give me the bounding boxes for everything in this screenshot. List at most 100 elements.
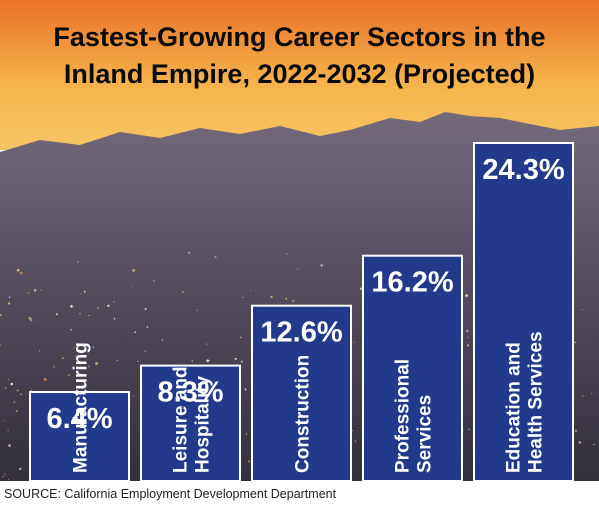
city-light	[2, 476, 4, 478]
city-light	[206, 359, 210, 363]
city-light	[244, 388, 247, 391]
city-light	[107, 304, 110, 308]
city-light	[8, 296, 11, 298]
city-light	[7, 429, 9, 432]
bar-category-label-line: Health Services	[526, 331, 547, 473]
city-light	[574, 341, 577, 344]
city-light	[241, 296, 244, 299]
city-light	[95, 362, 98, 365]
city-light	[70, 329, 72, 331]
bar	[362, 254, 463, 482]
city-light	[10, 382, 14, 386]
city-light	[250, 290, 252, 292]
city-light	[15, 409, 18, 413]
source-strip	[0, 481, 599, 508]
city-light	[43, 378, 47, 381]
city-light	[4, 387, 7, 389]
city-light	[88, 314, 90, 317]
city-light	[79, 293, 81, 295]
city-light	[286, 253, 289, 255]
bar-category-label-line: Construction	[293, 355, 314, 473]
bar-value-label: 8.3%	[157, 377, 223, 409]
city-light	[8, 444, 11, 447]
city-light	[240, 360, 243, 363]
city-light	[468, 428, 470, 431]
city-light	[73, 346, 75, 349]
city-light	[7, 302, 11, 305]
city-light	[83, 290, 86, 293]
city-light	[61, 356, 64, 360]
city-light	[239, 336, 242, 339]
city-light	[270, 295, 273, 299]
city-light	[137, 360, 139, 363]
city-light	[581, 309, 584, 311]
city-light	[16, 389, 19, 392]
city-light	[234, 357, 237, 360]
bar-category-label-line: Leisure and	[171, 366, 192, 473]
bar-category-label-line: Education and	[504, 342, 525, 473]
city-light	[205, 343, 208, 345]
city-light	[55, 313, 58, 316]
city-light	[593, 444, 595, 446]
city-light	[144, 350, 147, 353]
city-light	[19, 271, 23, 275]
city-light	[30, 389, 32, 392]
city-light	[591, 392, 593, 394]
city-light	[78, 312, 82, 316]
city-light	[465, 294, 468, 297]
city-light	[352, 430, 354, 432]
city-light	[466, 344, 470, 347]
bar	[29, 391, 130, 482]
bar-value-label: 16.2%	[371, 267, 453, 299]
city-light	[29, 318, 33, 322]
city-light	[359, 287, 363, 290]
city-light	[245, 433, 248, 435]
city-light	[113, 300, 115, 303]
city-light	[248, 460, 250, 463]
city-light	[33, 289, 37, 292]
city-light	[209, 360, 211, 362]
bar-category-label: Construction	[293, 355, 314, 473]
city-light	[134, 331, 137, 334]
bar-category-label-line: Services	[415, 395, 436, 473]
city-light	[27, 291, 30, 294]
city-light	[38, 350, 41, 352]
city-light	[467, 336, 469, 339]
city-light	[0, 313, 2, 317]
city-light	[7, 379, 9, 381]
city-light	[92, 346, 95, 348]
city-light	[296, 268, 299, 271]
city-light	[88, 365, 90, 368]
city-light	[578, 441, 581, 444]
bar-category-label: Manufacturing	[71, 342, 92, 473]
city-light	[97, 307, 99, 309]
city-light	[13, 401, 16, 403]
city-light	[3, 473, 6, 476]
city-light	[574, 429, 578, 432]
city-light	[40, 289, 42, 291]
source-note: SOURCE: California Employment Developmen…	[4, 487, 337, 501]
city-light	[77, 261, 79, 263]
city-light	[146, 326, 149, 328]
city-light	[152, 279, 155, 282]
bar-category-label: Education andHealth Services	[504, 331, 547, 473]
city-light	[7, 479, 10, 481]
city-light	[133, 395, 135, 397]
city-light	[214, 256, 217, 259]
city-light	[292, 299, 295, 302]
city-light	[161, 339, 164, 341]
city-light	[18, 467, 22, 471]
city-light	[20, 393, 22, 396]
city-light	[353, 341, 355, 343]
city-light	[132, 269, 136, 272]
chart-title-line-1: Fastest-Growing Career Sectors in the	[53, 22, 545, 52]
bar	[140, 364, 241, 483]
bar-category-label: Leisure andHospitality	[171, 366, 214, 473]
city-light	[4, 420, 6, 422]
bar-category-label-line: Manufacturing	[71, 342, 92, 473]
city-light	[320, 264, 323, 267]
bar-category-label: ProfessionalServices	[393, 359, 436, 473]
city-light	[354, 440, 357, 442]
city-light	[144, 308, 147, 310]
